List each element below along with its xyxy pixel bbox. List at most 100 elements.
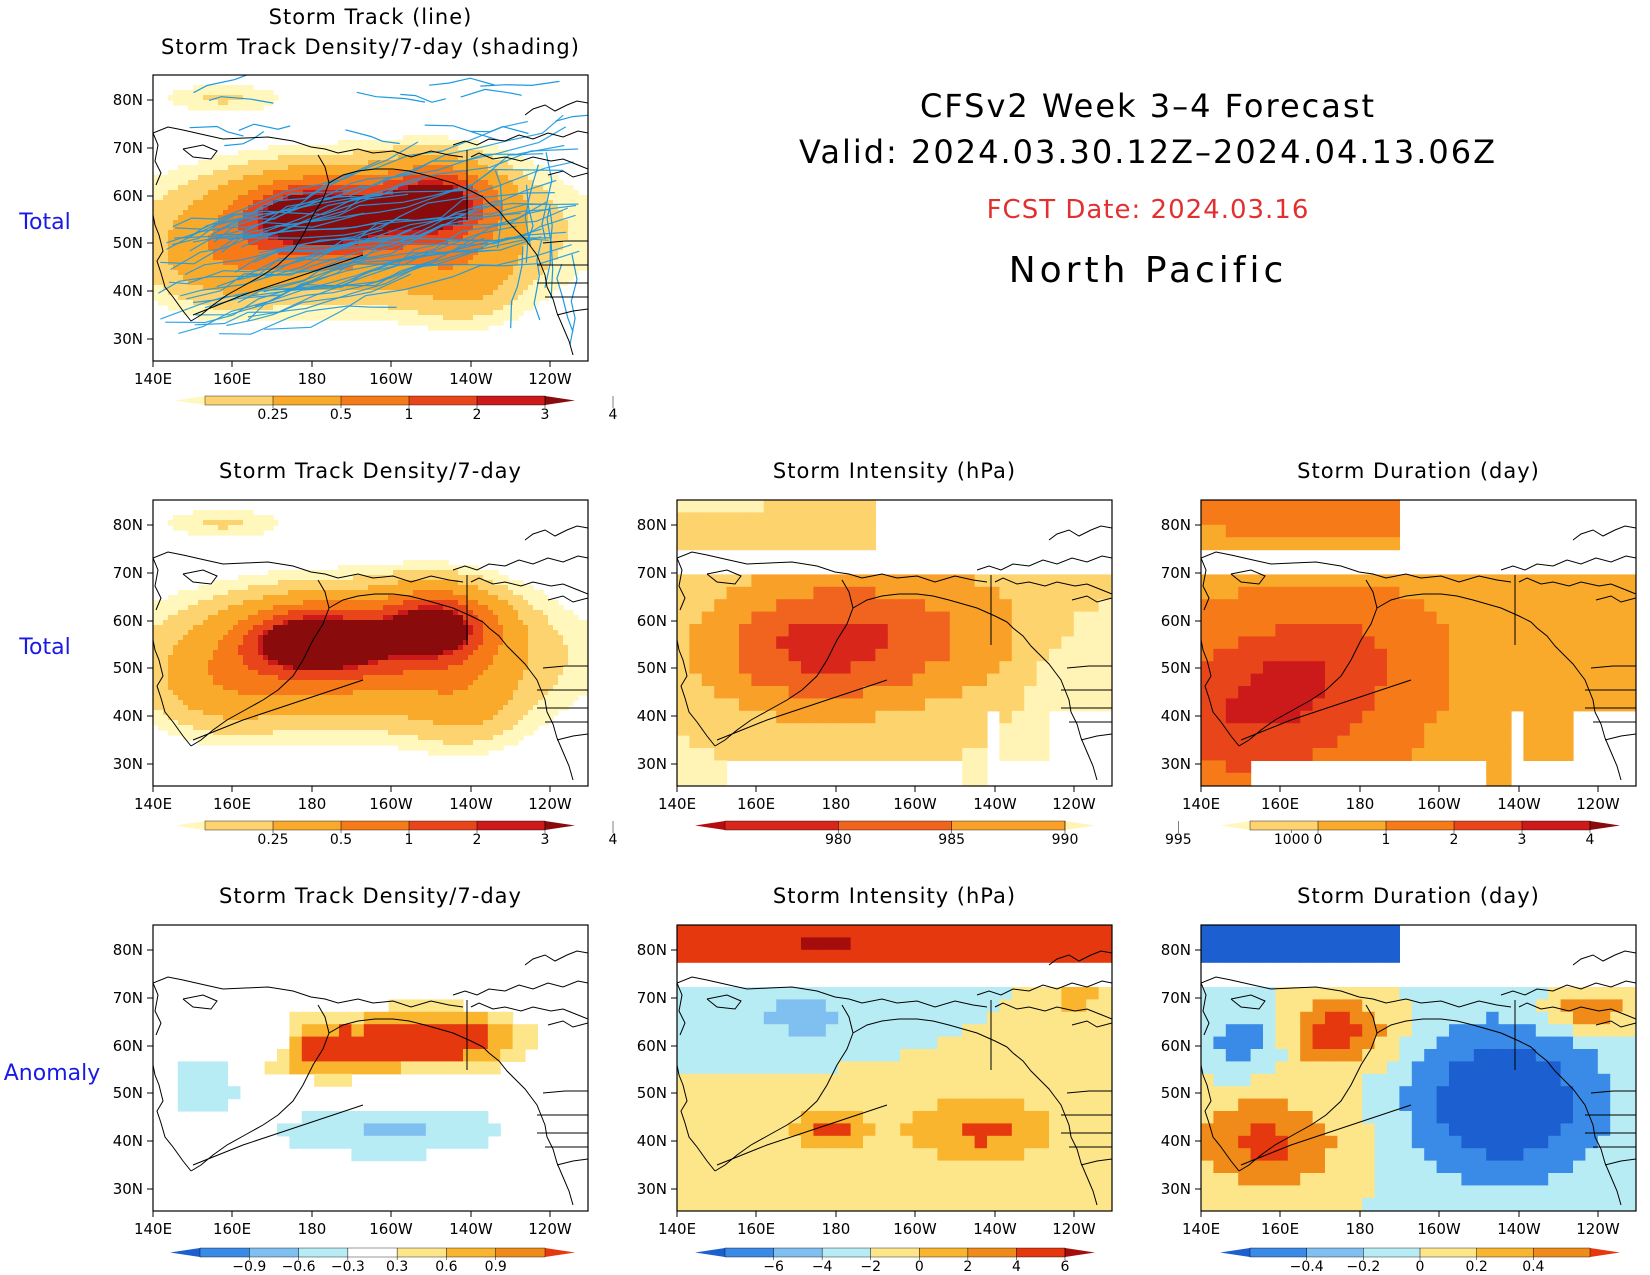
field-cell (483, 280, 489, 286)
field-cell (423, 655, 429, 661)
field-cell (403, 160, 409, 166)
field-cell (433, 190, 439, 196)
field-cell (528, 280, 534, 286)
field-cell (403, 200, 409, 206)
field-cell (283, 200, 289, 206)
field-cell (263, 625, 269, 631)
field-cell (493, 315, 499, 321)
field-cell (213, 520, 219, 526)
field-cell (198, 245, 204, 251)
field-cell (198, 200, 204, 206)
field-cell (358, 620, 364, 626)
field-cell (218, 225, 224, 231)
field-cell (193, 635, 199, 641)
field-cell (288, 255, 294, 261)
field-cell (278, 185, 284, 191)
field-cell (338, 145, 344, 151)
field-cell (403, 600, 409, 606)
field-cell (343, 260, 349, 266)
field-cell (298, 315, 304, 321)
field-cell (523, 630, 529, 636)
field-cell (273, 650, 279, 656)
field-cell (258, 625, 264, 631)
field-cell (363, 655, 369, 661)
field-cell (573, 240, 579, 246)
field-cell (483, 200, 489, 206)
field-cell (528, 165, 534, 171)
field-cell (488, 630, 494, 636)
field-cell (513, 665, 519, 671)
field-cell (388, 245, 394, 251)
field-cell (448, 610, 454, 616)
field-cell (318, 225, 324, 231)
field-cell (343, 665, 349, 671)
field-cell (298, 670, 304, 676)
field-cell (163, 265, 169, 271)
field-cell (358, 650, 364, 656)
field-cell (408, 620, 414, 626)
field-cell (488, 610, 494, 616)
field-cell (263, 205, 269, 211)
field-cell (428, 580, 434, 586)
field-cell (443, 225, 449, 231)
field-cell (503, 590, 509, 596)
field-cell (423, 155, 429, 161)
field-cell (583, 260, 588, 266)
field-cell (433, 580, 439, 586)
field-cell (173, 665, 179, 671)
field-cell (568, 270, 574, 276)
field-cell (208, 640, 214, 646)
field-cell (538, 275, 544, 281)
field-cell (553, 265, 559, 271)
field-cell (533, 605, 539, 611)
field-cell (513, 240, 519, 246)
field-cell (228, 200, 234, 206)
field-cell (513, 175, 519, 181)
field-cell (463, 220, 469, 226)
field-cell (283, 240, 289, 246)
field-cell (398, 575, 404, 581)
field-cell (283, 185, 289, 191)
field-cell (263, 90, 269, 96)
field-cell (538, 625, 544, 631)
field-cell (223, 615, 229, 621)
field-cell (313, 210, 319, 216)
field-cell (343, 635, 349, 641)
field-cell (193, 210, 199, 216)
field-cell (238, 220, 244, 226)
field-cell (393, 295, 399, 301)
field-cell (468, 240, 474, 246)
field-cell (338, 635, 344, 641)
field-cell (538, 285, 544, 291)
field-cell (428, 145, 434, 151)
field-cell (238, 90, 244, 96)
field-cell (423, 585, 429, 591)
field-cell (263, 280, 269, 286)
field-cell (348, 275, 354, 281)
field-cell (218, 280, 224, 286)
field-cell (303, 145, 309, 151)
field-cell (383, 170, 389, 176)
field-cell (418, 580, 424, 586)
field-cell (258, 585, 264, 591)
field-cell (203, 195, 209, 201)
field-cell (423, 280, 429, 286)
field-cell (193, 610, 199, 616)
field-cell (458, 300, 464, 306)
field-cell (253, 585, 259, 591)
field-cell (393, 645, 399, 651)
field-cell (368, 605, 374, 611)
field-cell (283, 655, 289, 661)
field-cell (538, 595, 544, 601)
field-cell (283, 650, 289, 656)
field-cell (223, 265, 229, 271)
field-cell (388, 185, 394, 191)
field-cell (208, 100, 214, 106)
field-cell (558, 260, 564, 266)
field-cell (163, 675, 169, 681)
field-cell (378, 630, 384, 636)
field-cell (368, 640, 374, 646)
field-cell (408, 245, 414, 251)
field-cell (253, 580, 259, 586)
field-cell (288, 190, 294, 196)
